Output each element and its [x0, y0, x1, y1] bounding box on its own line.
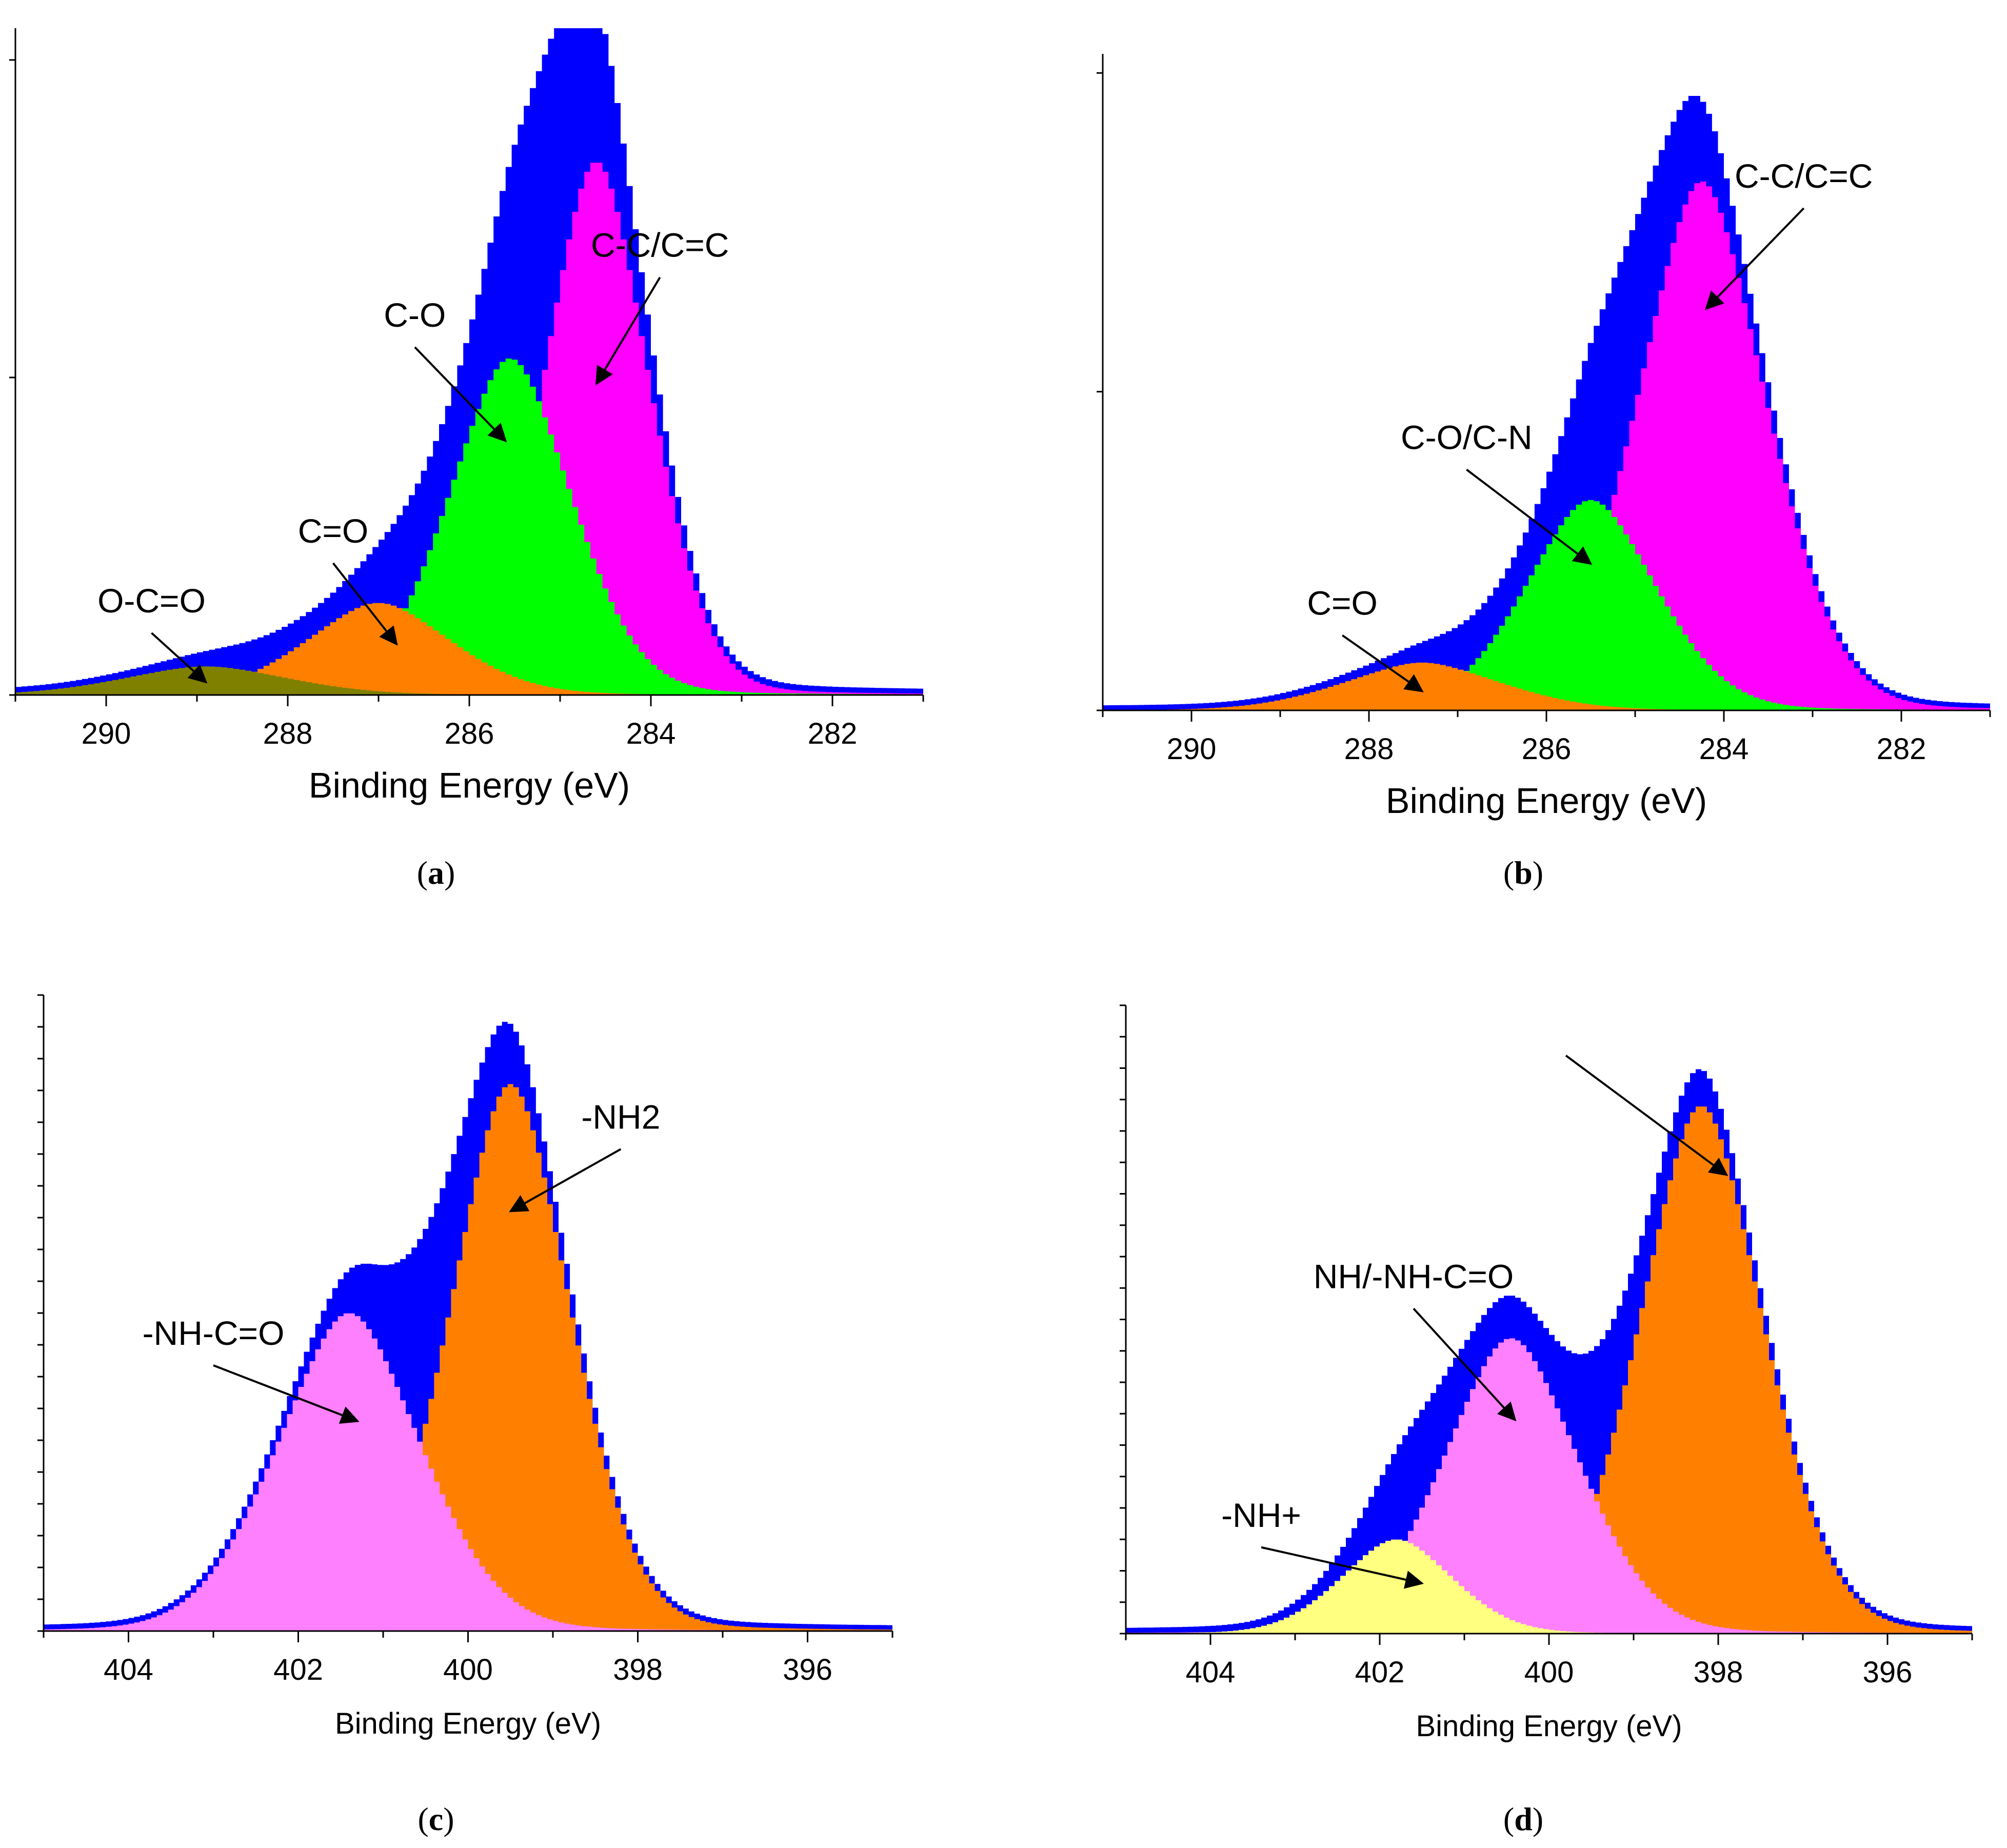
x-tick-label-c-1: 402	[273, 1653, 323, 1686]
component-area-c-2	[44, 1313, 892, 1631]
component-area-b-2	[1103, 500, 1990, 710]
x-tick-label-a-2: 286	[445, 717, 494, 750]
x-tick-label-a-0: 290	[82, 717, 131, 750]
panel-a: 290 288 286 284 282 Binding Energy (eV) C-C/C=…	[9, 28, 924, 805]
annotation-arrow-b-2	[1341, 634, 1424, 692]
component-area-c-1	[44, 1084, 892, 1631]
annotation-arrow-c-0	[509, 1148, 622, 1213]
component-area-a-3	[15, 603, 923, 695]
x-tick-label-b-3: 284	[1699, 732, 1749, 766]
annotation-label-d-1: NH/-NH-C=O	[1314, 1257, 1514, 1295]
annotation-label-b-2: C=O	[1307, 584, 1378, 622]
annotation-arrow-b-0	[1704, 207, 1805, 310]
annotation-arrow-c-1	[213, 1364, 360, 1424]
x-tick-label-c-3: 398	[613, 1653, 663, 1686]
x-axis-title-c: Binding Energy (eV)	[335, 1707, 601, 1740]
envelope-area-a	[15, 28, 923, 695]
caption-b: (b)	[1503, 855, 1544, 891]
annotation-label-b-0: C-C/C=C	[1735, 157, 1873, 195]
annotation-label-a-0: C-C/C=C	[591, 226, 729, 264]
annotation-arrow-a-2	[332, 562, 398, 646]
caption-a: (a)	[416, 855, 455, 891]
x-tick-label-b-1: 288	[1344, 732, 1394, 766]
panel-c: 404 402 400 398 396 Binding Energy (eV) -NH2 -N…	[37, 994, 893, 1740]
annotation-label-c-1: -NH-C=O	[143, 1314, 285, 1352]
x-axis-title-d: Binding Energy (eV)	[1416, 1710, 1682, 1743]
caption-d: (d)	[1503, 1801, 1544, 1837]
annotation-label-a-2: C=O	[298, 512, 369, 550]
x-tick-label-d-0: 404	[1186, 1656, 1236, 1689]
component-area-a-2	[15, 359, 923, 695]
x-tick-label-c-2: 400	[443, 1653, 493, 1686]
component-area-b-3	[1103, 662, 1990, 710]
component-area-d-1	[1126, 1106, 1972, 1634]
annotation-arrow-d-1	[1413, 1307, 1517, 1422]
x-tick-label-b-4: 282	[1877, 732, 1926, 766]
x-tick-label-b-0: 290	[1167, 732, 1217, 766]
x-axis-title-a: Binding Energy (eV)	[309, 765, 630, 805]
annotation-arrow-d-0	[1565, 1055, 1728, 1176]
component-area-b-1	[1103, 181, 1990, 710]
component-area-d-3	[1126, 1539, 1972, 1634]
x-tick-label-d-3: 398	[1694, 1656, 1743, 1689]
caption-c: (c)	[418, 1801, 454, 1837]
x-tick-label-a-4: 282	[808, 717, 858, 750]
annotation-arrow-b-1	[1466, 468, 1593, 565]
panel-d: 404 402 400 398 396 Binding Energy (eV) NH/-NH…	[1120, 1004, 1973, 1743]
panel-b: 290 288 286 284 282 Binding Energy (eV) C-C/C=…	[1097, 54, 1991, 821]
annotation-arrow-d-2	[1261, 1546, 1424, 1589]
x-tick-label-d-2: 400	[1524, 1656, 1574, 1689]
component-area-d-2	[1126, 1338, 1972, 1634]
component-area-a-4	[15, 666, 923, 695]
annotation-label-a-3: O-C=O	[97, 582, 206, 620]
annotation-label-c-0: -NH2	[581, 1098, 660, 1136]
x-tick-label-a-3: 284	[626, 717, 676, 750]
x-tick-label-c-0: 404	[104, 1653, 153, 1686]
x-tick-label-a-1: 288	[263, 717, 313, 750]
x-tick-label-d-1: 402	[1355, 1656, 1405, 1689]
annotation-label-b-1: C-O/C-N	[1401, 418, 1533, 456]
x-tick-label-c-4: 396	[783, 1653, 832, 1686]
annotation-label-a-1: C-O	[384, 296, 446, 334]
annotation-arrow-a-1	[414, 346, 507, 443]
x-tick-label-b-2: 286	[1522, 732, 1572, 766]
annotation-label-d-2: -NH+	[1221, 1496, 1301, 1534]
annotation-arrow-a-3	[151, 632, 208, 684]
x-tick-label-d-4: 396	[1863, 1656, 1913, 1689]
annotation-arrow-a-0	[595, 276, 661, 386]
x-axis-title-b: Binding Energy (eV)	[1386, 781, 1707, 821]
